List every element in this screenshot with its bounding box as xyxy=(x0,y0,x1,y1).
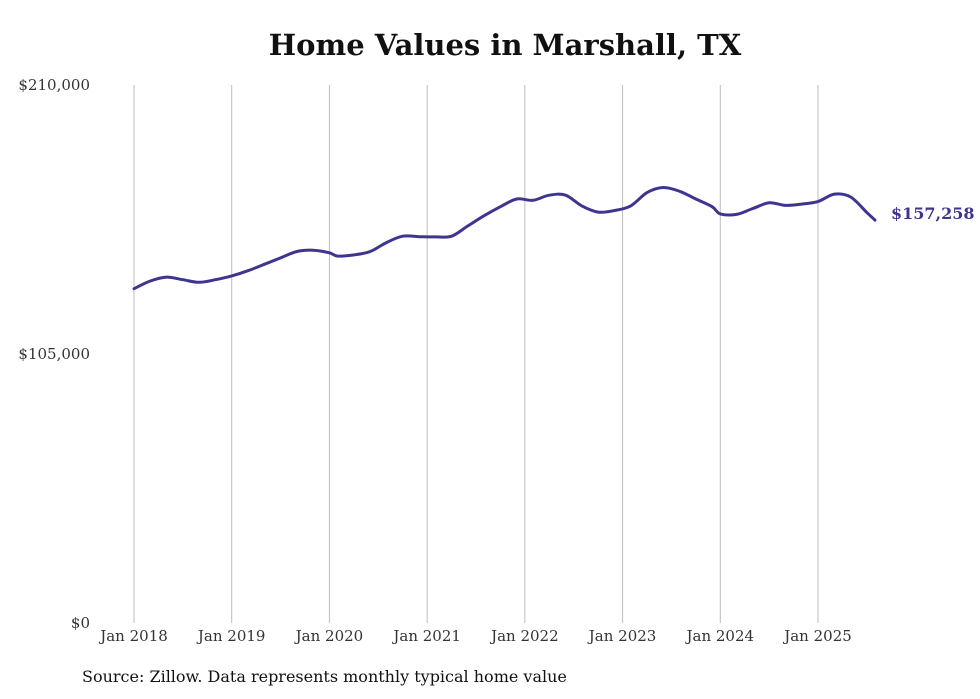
y-tick-label: $105,000 xyxy=(18,345,90,363)
x-tick-label: Jan 2018 xyxy=(98,627,168,645)
x-tick-label: Jan 2019 xyxy=(196,627,266,645)
grid-lines xyxy=(133,85,819,623)
x-tick-label: Jan 2022 xyxy=(489,627,559,645)
end-value-label: $157,258 xyxy=(891,204,975,223)
y-tick-label: $0 xyxy=(71,614,90,632)
series-line-home-value xyxy=(132,185,877,291)
x-tick-label: Jan 2020 xyxy=(294,627,364,645)
x-tick-label: Jan 2021 xyxy=(391,627,461,645)
chart-title: Home Values in Marshall, TX xyxy=(268,28,742,62)
x-tick-label: Jan 2023 xyxy=(587,627,657,645)
x-axis-ticks: Jan 2018 Jan 2019 Jan 2020 Jan 2021 Jan 2022… xyxy=(98,627,852,645)
x-tick-label: Jan 2024 xyxy=(685,627,755,645)
y-tick-label: $210,000 xyxy=(18,76,90,94)
y-axis-ticks: $0 $105,000 $210,000 xyxy=(18,76,90,632)
source-note: Source: Zillow. Data represents monthly … xyxy=(82,667,567,686)
x-tick-label: Jan 2025 xyxy=(782,627,852,645)
